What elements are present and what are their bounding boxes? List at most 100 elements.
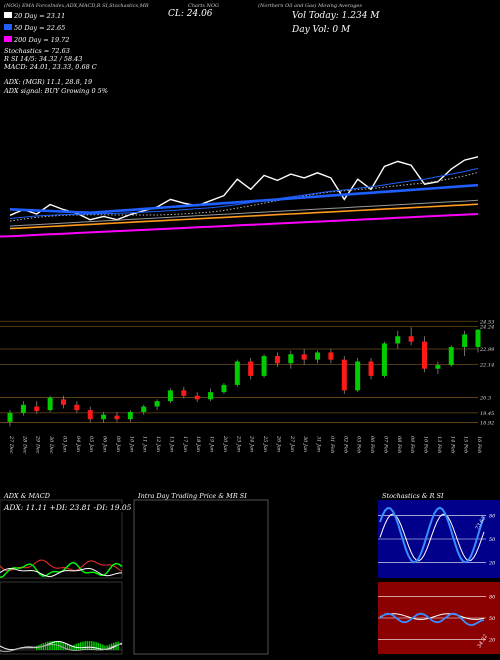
adx-minus-di-line bbox=[0, 559, 123, 572]
candle-body bbox=[261, 356, 267, 376]
candle-body bbox=[395, 336, 401, 344]
candle-body bbox=[341, 359, 347, 391]
candle-body bbox=[87, 410, 93, 420]
macd-histogram-bar bbox=[40, 644, 42, 650]
candle-body bbox=[475, 329, 481, 348]
macd-histogram-bar bbox=[95, 642, 97, 650]
macd-histogram-bar bbox=[110, 643, 113, 650]
rsi-legend: R SI 14/5: 34.32 / 58.43 bbox=[4, 55, 83, 63]
rsi-value-label: 34.32 bbox=[477, 634, 489, 649]
date-label: 01 Feb bbox=[329, 436, 335, 453]
stoch-tick-label: 80 bbox=[489, 514, 496, 520]
candle-body bbox=[114, 415, 120, 420]
candle-body bbox=[34, 406, 40, 412]
adx-plus-di-line bbox=[0, 561, 123, 579]
rsi-panel bbox=[378, 582, 500, 654]
intraday-panel bbox=[133, 499, 269, 655]
date-label: 13 Jan bbox=[168, 436, 174, 452]
macd-histogram-bar bbox=[47, 641, 49, 650]
rsi-signal-line bbox=[379, 613, 485, 620]
candle-body bbox=[328, 352, 334, 360]
candle-body bbox=[194, 395, 200, 400]
candle-body bbox=[47, 397, 53, 411]
date-label: 09 Feb bbox=[409, 436, 415, 453]
candle-body bbox=[141, 406, 147, 412]
ma-gray-line bbox=[9, 199, 479, 227]
ma100-line bbox=[9, 203, 479, 230]
macd-histogram-bar bbox=[62, 642, 64, 650]
macd-histogram-bar bbox=[91, 641, 93, 650]
date-label: 04 Jan bbox=[75, 436, 81, 452]
day-volume: Day Vol: 0 M bbox=[292, 25, 351, 35]
date-label: 17 Jan bbox=[182, 436, 188, 452]
macd-histogram-bar bbox=[73, 644, 75, 650]
candle-body bbox=[167, 390, 173, 402]
ma20-swatch bbox=[4, 12, 12, 18]
macd-histogram-bar bbox=[49, 641, 51, 650]
price-axis-label: 24.53 bbox=[479, 319, 494, 325]
date-label: 03 Jan bbox=[61, 436, 67, 452]
macd-signal-line bbox=[0, 643, 123, 653]
ma20-text: 20 Day = 23.11 bbox=[14, 12, 66, 20]
macd-histogram-bar bbox=[36, 646, 38, 650]
rsi-tick-label: 80 bbox=[489, 594, 496, 600]
candle-body bbox=[381, 343, 387, 376]
date-label: 20 Jan bbox=[222, 435, 228, 452]
candle-body bbox=[208, 392, 214, 400]
ma200-legend: 200 Day = 19.72 bbox=[4, 36, 69, 44]
macd-histogram-bar bbox=[99, 643, 102, 650]
volume-today: Vol Today: 1.234 M bbox=[292, 11, 380, 21]
stoch-tick-label: 50 bbox=[489, 537, 496, 543]
macd-histogram-bar bbox=[44, 642, 47, 650]
chart-symbol-label: Charts NOG bbox=[188, 3, 220, 9]
adx-signal-legend: ADX signal: BUY Growing 0 5% bbox=[4, 87, 108, 95]
stochastics-panel bbox=[378, 500, 500, 578]
short-ma-line bbox=[9, 171, 479, 222]
stoch-value-label: 73.63 bbox=[475, 516, 487, 531]
ma200-swatch bbox=[4, 36, 12, 42]
date-label: 08 Feb bbox=[396, 436, 402, 453]
date-label: 06 Feb bbox=[369, 436, 375, 453]
stochastics-legend: Stochastics = 72.63 bbox=[4, 47, 70, 55]
rsi-tick-label: 20 bbox=[488, 638, 496, 644]
macd-histogram-bar bbox=[113, 642, 115, 650]
date-label: 27 Jan bbox=[289, 435, 295, 452]
date-label: 07 Feb bbox=[382, 436, 388, 453]
stoch-k-line bbox=[379, 506, 485, 564]
macd-histogram-bar bbox=[106, 645, 108, 650]
macd-histogram-bar bbox=[38, 645, 40, 650]
macd-histogram-bar bbox=[84, 641, 86, 650]
candle-body bbox=[221, 384, 227, 393]
ma200-text: 200 Day = 19.72 bbox=[14, 36, 70, 44]
candle-body bbox=[408, 336, 414, 342]
price-axis-label: 24.24 bbox=[479, 324, 494, 330]
candle-body bbox=[181, 390, 187, 396]
rsi-line bbox=[379, 612, 485, 627]
chart-header-title: (NOG) EMA ForceIndex,ADX,MACD,R SI,Stoch… bbox=[4, 3, 149, 9]
ma200-line bbox=[0, 213, 479, 238]
candle-body bbox=[355, 361, 361, 391]
date-label: 31 Jan bbox=[316, 436, 322, 452]
candle-body bbox=[234, 361, 240, 385]
date-label: 30 Jan bbox=[302, 436, 308, 452]
price-axis-label: 22.14 bbox=[479, 362, 494, 368]
macd-histogram-bar bbox=[71, 645, 73, 650]
price-axis-label: 19.45 bbox=[480, 411, 494, 417]
macd-histogram-bar bbox=[82, 641, 84, 650]
candle-body bbox=[288, 354, 294, 364]
macd-histogram-bar bbox=[64, 643, 67, 650]
candle-body bbox=[368, 361, 374, 376]
candle-body bbox=[20, 404, 26, 413]
price-axis-label: 20.3 bbox=[479, 396, 491, 402]
macd-histogram-bar bbox=[117, 641, 119, 650]
macd-histogram-bar bbox=[86, 641, 89, 650]
stoch-tick-label: 20 bbox=[488, 560, 496, 566]
candle-body bbox=[248, 361, 254, 376]
date-label: 19 Jan bbox=[209, 436, 215, 452]
macd-histogram-bar bbox=[42, 643, 45, 650]
rsi-tick-label: 50 bbox=[489, 616, 496, 622]
candle-body bbox=[448, 347, 454, 366]
date-label: 05 Jan bbox=[88, 436, 94, 452]
date-label: 29 Dec bbox=[35, 435, 41, 454]
candle-body bbox=[154, 401, 160, 407]
